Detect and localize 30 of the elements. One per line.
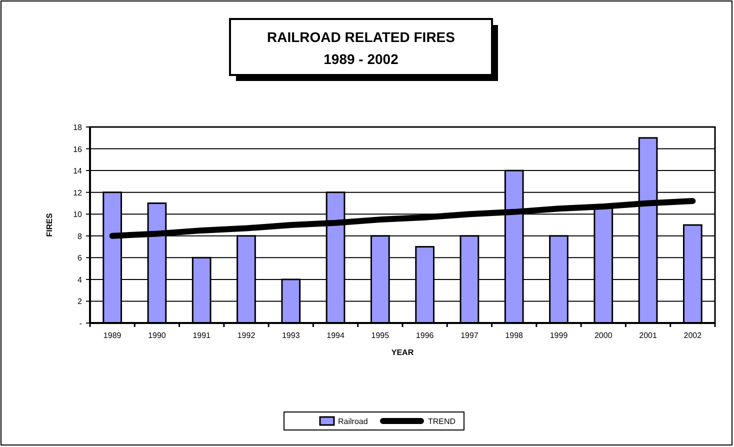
y-tick-label: -: [79, 319, 82, 328]
x-tick-label: 1992: [237, 331, 256, 340]
x-tick-label: 1996: [416, 331, 434, 340]
x-tick-label: 2000: [594, 331, 613, 340]
y-tick-label: 10: [73, 210, 83, 220]
y-tick-label: 12: [73, 188, 83, 198]
x-tick-label: 1999: [550, 331, 568, 340]
x-tick-label: 2002: [684, 331, 702, 340]
y-tick-label: 16: [73, 144, 83, 154]
x-tick-label: 1995: [371, 331, 390, 340]
x-tick-label: 1994: [326, 331, 345, 340]
x-tick-label: 1989: [103, 331, 122, 340]
x-tick-label: 1997: [460, 331, 479, 340]
chart-title: RAILROAD RELATED FIRES: [267, 29, 455, 45]
x-tick-label: 1998: [505, 331, 524, 340]
x-tick-label: 1991: [192, 331, 212, 340]
y-tick-label: 14: [73, 166, 83, 176]
chart-subtitle: 1989 - 2002: [324, 51, 399, 67]
x-tick-label: 2001: [639, 331, 658, 340]
legend-label: Railroad: [338, 417, 368, 426]
y-tick-label: 6: [78, 254, 83, 263]
y-axis-title: FIRES: [45, 212, 54, 237]
y-tick-label: 18: [73, 123, 83, 132]
y-tick-label: 2: [78, 297, 83, 306]
legend-label: TREND: [428, 417, 456, 426]
x-tick-label: 1990: [148, 331, 166, 340]
x-tick-label: 1993: [282, 331, 300, 340]
y-tick-label: 8: [78, 232, 83, 241]
x-axis-title: YEAR: [391, 348, 414, 357]
y-tick-label: 4: [78, 275, 83, 284]
